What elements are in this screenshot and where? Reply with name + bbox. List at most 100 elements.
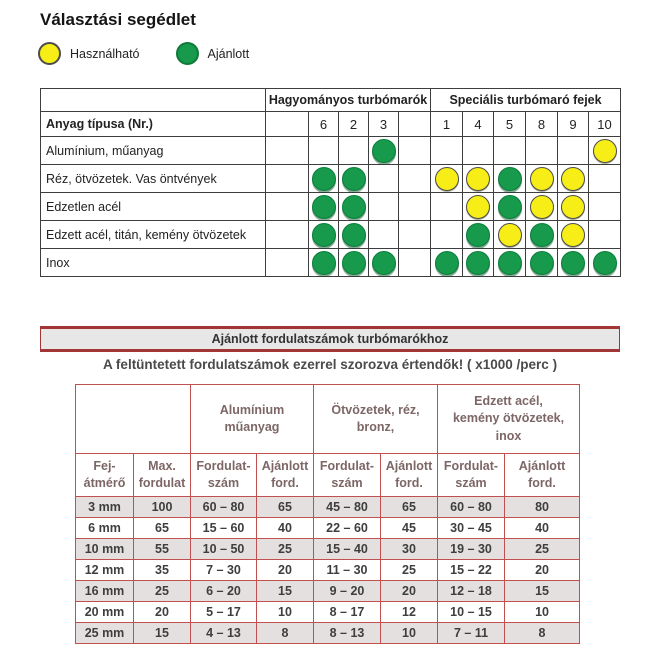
matrix-cell <box>557 164 589 193</box>
matrix-column-number: 2 <box>338 111 369 137</box>
matrix-spacer-cell <box>398 220 431 249</box>
rpm-value-cell: 15 – 40 <box>313 538 381 560</box>
rpm-group-aluminium: Alumínium műanyag <box>190 384 314 454</box>
rpm-row: 25 mm 15 4 – 13 8 8 – 13 10 7 – 11 8 <box>75 622 581 644</box>
matrix-cell <box>557 136 589 165</box>
matrix-spacer-cell <box>398 111 431 137</box>
recommended-dot <box>497 250 522 275</box>
matrix-cell <box>430 136 463 165</box>
rpm-header-recommended: Ajánlott ford. <box>379 453 439 497</box>
matrix-cell <box>525 248 558 277</box>
recommended-dot-icon <box>175 42 199 65</box>
matrix-row-label: Edzett acél, titán, kemény ötvözetek <box>40 220 266 249</box>
usable-dot-icon <box>38 42 61 65</box>
recommended-dot <box>466 222 490 247</box>
matrix-spacer-cell <box>265 220 309 249</box>
matrix-cell <box>587 248 622 277</box>
matrix-cell <box>493 192 526 221</box>
matrix-cell <box>430 220 463 249</box>
matrix-row: Edzetlen acél <box>40 192 622 221</box>
rpm-value-cell: 5 – 17 <box>190 601 257 623</box>
matrix-cell <box>338 136 369 165</box>
matrix-spacer-cell <box>398 248 431 277</box>
rpm-header-range: Fordulat- szám <box>313 453 381 497</box>
rpm-value-cell: 12 – 18 <box>437 580 506 602</box>
matrix-row-header: Anyag típusa (Nr.) <box>40 111 266 137</box>
matrix-column-number: 5 <box>493 111 526 137</box>
rpm-header-max: Max. fordulat <box>133 453 191 497</box>
matrix-corner-cell <box>40 88 266 112</box>
matrix-cell <box>493 220 526 249</box>
matrix-cell <box>557 220 589 249</box>
rpm-subheader-row: Fej- átmérő Max. fordulat Fordulat- szám… <box>75 453 581 497</box>
rpm-value-cell: 8 <box>504 622 581 644</box>
rpm-value-cell: 15 – 60 <box>190 517 257 539</box>
recommended-dot <box>434 250 459 275</box>
rpm-value-cell: 4 – 13 <box>190 622 257 644</box>
recommended-dot <box>341 222 366 247</box>
rpm-value-cell: 19 – 30 <box>437 538 506 560</box>
usable-dot <box>561 194 585 219</box>
rpm-value-cell: 65 <box>256 496 314 518</box>
matrix-cell <box>525 192 558 221</box>
rpm-value-cell: 10 – 15 <box>437 601 506 623</box>
usable-dot <box>466 194 490 219</box>
legend-item-usable: Használható <box>38 42 140 65</box>
rpm-diameter-cell: 6 mm <box>75 517 134 539</box>
matrix-group-conventional: Hagyományos turbómarók <box>265 88 431 112</box>
matrix-cell <box>338 220 369 249</box>
usable-dot <box>592 138 617 163</box>
rpm-row: 3 mm 100 60 – 80 65 45 – 80 65 60 – 80 80 <box>75 496 581 518</box>
matrix-cell <box>338 164 369 193</box>
matrix-cell <box>308 192 339 221</box>
matrix-spacer-cell <box>398 192 431 221</box>
page-title: Választási segédlet <box>40 10 196 29</box>
rpm-row: 6 mm 65 15 – 60 40 22 – 60 45 30 – 45 40 <box>75 517 581 539</box>
matrix-cell <box>430 248 463 277</box>
rpm-group-hardened: Edzett acél, kemény ötvözetek, inox <box>437 384 581 454</box>
matrix-cell <box>493 136 526 165</box>
rpm-table: Alumínium műanyag Ötvözetek, réz, bronz,… <box>75 384 581 644</box>
recommended-dot <box>497 166 522 191</box>
rpm-header-range: Fordulat- szám <box>190 453 257 497</box>
matrix-cell <box>308 220 339 249</box>
matrix-spacer-cell <box>398 136 431 165</box>
matrix-number-row: Anyag típusa (Nr.) 6 2 3 1 4 5 8 9 10 <box>40 111 622 137</box>
matrix-cell <box>430 164 463 193</box>
rpm-diameter-cell: 16 mm <box>75 580 134 602</box>
rpm-group-row: Alumínium műanyag Ötvözetek, réz, bronz,… <box>75 384 581 454</box>
rpm-value-cell: 40 <box>256 517 314 539</box>
rpm-value-cell: 8 <box>256 622 314 644</box>
matrix-cell <box>462 248 494 277</box>
rpm-value-cell: 8 – 17 <box>313 601 381 623</box>
matrix-cell <box>493 248 526 277</box>
rpm-corner-cell <box>75 384 191 454</box>
rpm-value-cell: 30 – 45 <box>437 517 506 539</box>
rpm-value-cell: 25 <box>256 538 314 560</box>
recommended-dot <box>341 194 366 219</box>
rpm-row: 16 mm 25 6 – 20 15 9 – 20 20 12 – 18 15 <box>75 580 581 602</box>
rpm-value-cell: 11 – 30 <box>313 559 381 581</box>
rpm-value-cell: 25 <box>379 559 439 581</box>
matrix-cell <box>462 220 494 249</box>
rpm-value-cell: 9 – 20 <box>313 580 381 602</box>
rpm-value-cell: 15 <box>504 580 581 602</box>
rpm-value-cell: 22 – 60 <box>313 517 381 539</box>
rpm-value-cell: 20 <box>379 580 439 602</box>
rpm-value-cell: 12 <box>379 601 439 623</box>
rpm-value-cell: 45 – 80 <box>313 496 381 518</box>
rpm-max-cell: 35 <box>133 559 191 581</box>
matrix-row-label: Alumínium, műanyag <box>40 136 266 165</box>
matrix-row: Edzett acél, titán, kemény ötvözetek <box>40 220 622 249</box>
matrix-cell <box>493 164 526 193</box>
recommended-dot <box>466 250 490 275</box>
recommended-dot <box>311 222 336 247</box>
matrix-spacer-cell <box>265 164 309 193</box>
matrix-spacer-cell <box>265 136 309 165</box>
matrix-spacer-cell <box>398 164 431 193</box>
rpm-header-recommended: Ajánlott ford. <box>504 453 581 497</box>
rpm-banner: Ajánlott fordulatszámok turbómarókhoz <box>40 326 620 352</box>
rpm-group-alloys: Ötvözetek, réz, bronz, <box>312 384 439 454</box>
rpm-max-cell: 25 <box>133 580 191 602</box>
